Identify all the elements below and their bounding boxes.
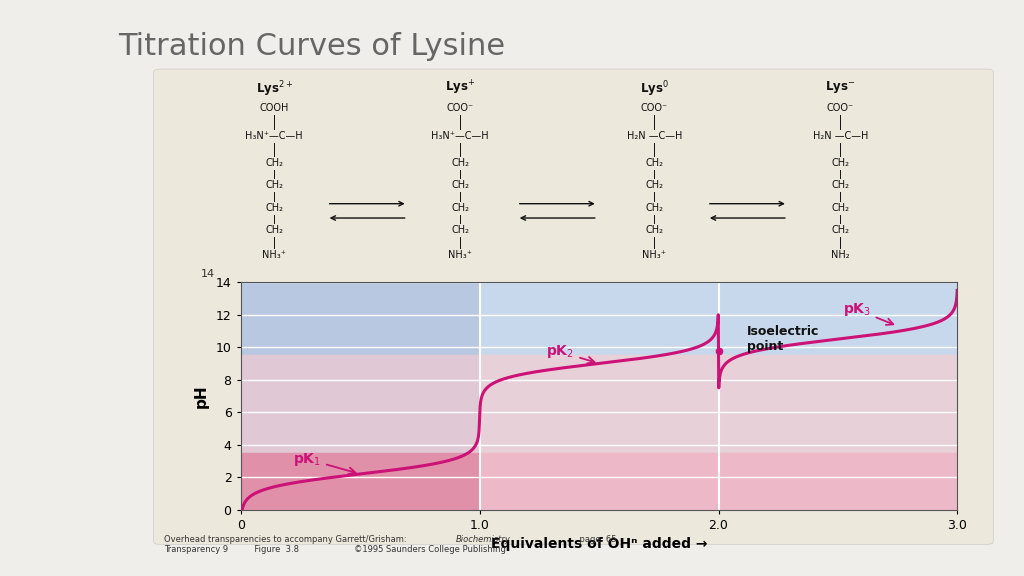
Text: Biochemistry: Biochemistry — [456, 535, 511, 544]
Text: CH₂: CH₂ — [831, 180, 849, 190]
Text: CH₂: CH₂ — [265, 225, 283, 235]
Text: CH₂: CH₂ — [452, 158, 469, 168]
Text: page  65: page 65 — [527, 535, 616, 544]
Text: COO⁻: COO⁻ — [826, 103, 854, 112]
Text: COO⁻: COO⁻ — [641, 103, 668, 112]
Text: H₃N⁺—C—H: H₃N⁺—C—H — [431, 131, 489, 141]
Text: Isoelectric
point: Isoelectric point — [748, 325, 819, 354]
Text: CH₂: CH₂ — [452, 225, 469, 235]
Text: Lys$^{+}$: Lys$^{+}$ — [445, 79, 475, 97]
Text: CH₂: CH₂ — [265, 203, 283, 213]
Text: NH₂: NH₂ — [831, 250, 850, 260]
Text: pK$_1$: pK$_1$ — [293, 450, 355, 474]
Text: NH₃⁺: NH₃⁺ — [449, 250, 472, 260]
Text: Lys$^{-}$: Lys$^{-}$ — [825, 79, 855, 95]
Text: COOH: COOH — [259, 103, 289, 112]
Text: H₂N —C—H: H₂N —C—H — [627, 131, 682, 141]
Text: CH₂: CH₂ — [452, 203, 469, 213]
Text: pK$_2$: pK$_2$ — [547, 343, 595, 363]
Text: CH₂: CH₂ — [452, 180, 469, 190]
Text: CH₂: CH₂ — [265, 180, 283, 190]
Text: CH₂: CH₂ — [645, 180, 664, 190]
Text: COO⁻: COO⁻ — [446, 103, 474, 112]
Text: pK$_3$: pK$_3$ — [843, 301, 893, 325]
Text: CH₂: CH₂ — [831, 203, 849, 213]
Text: CH₂: CH₂ — [645, 203, 664, 213]
Text: CH₂: CH₂ — [645, 225, 664, 235]
Text: Lys$^{2+}$: Lys$^{2+}$ — [256, 79, 293, 98]
Text: 14: 14 — [201, 270, 215, 279]
Text: CH₂: CH₂ — [265, 158, 283, 168]
Text: Transparency 9          Figure  3.8                     ©1995 Saunders College P: Transparency 9 Figure 3.8 ©1995 Saunders… — [164, 545, 506, 554]
Text: CH₂: CH₂ — [831, 158, 849, 168]
Text: NH₃⁺: NH₃⁺ — [642, 250, 667, 260]
Text: CH₂: CH₂ — [831, 225, 849, 235]
Text: H₃N⁺—C—H: H₃N⁺—C—H — [246, 131, 303, 141]
Text: CH₂: CH₂ — [645, 158, 664, 168]
X-axis label: Equivalents of OHⁿ added →: Equivalents of OHⁿ added → — [490, 537, 708, 551]
Text: NH₃⁺: NH₃⁺ — [262, 250, 286, 260]
Text: Overhead transparencies to accompany Garrett/Grisham:: Overhead transparencies to accompany Gar… — [164, 535, 410, 544]
Y-axis label: pH: pH — [194, 384, 209, 408]
Text: Lys$^{0}$: Lys$^{0}$ — [640, 79, 669, 98]
Text: Titration Curves of Lysine: Titration Curves of Lysine — [118, 32, 505, 60]
Text: H₂N —C—H: H₂N —C—H — [813, 131, 868, 141]
